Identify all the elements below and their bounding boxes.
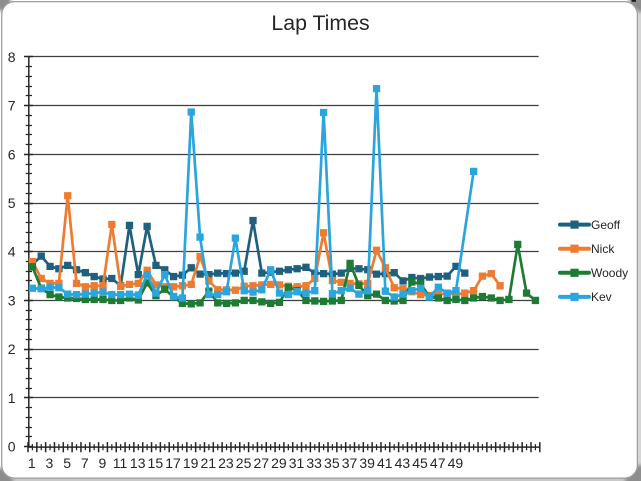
- svg-text:23: 23: [218, 455, 234, 471]
- svg-text:1: 1: [28, 455, 36, 471]
- svg-text:13: 13: [130, 455, 146, 471]
- svg-text:41: 41: [377, 455, 393, 471]
- svg-text:29: 29: [271, 455, 287, 471]
- svg-text:Woody: Woody: [591, 266, 628, 280]
- svg-text:35: 35: [324, 455, 340, 471]
- svg-text:43: 43: [395, 455, 411, 471]
- svg-text:19: 19: [183, 455, 199, 471]
- svg-text:39: 39: [359, 455, 375, 471]
- svg-text:5: 5: [63, 455, 71, 471]
- svg-text:15: 15: [148, 455, 164, 471]
- svg-text:8: 8: [8, 49, 16, 65]
- svg-text:Kev: Kev: [591, 290, 612, 304]
- svg-text:21: 21: [201, 455, 217, 471]
- svg-text:47: 47: [430, 455, 446, 471]
- svg-text:Geoff: Geoff: [591, 218, 621, 232]
- svg-text:7: 7: [81, 455, 89, 471]
- svg-text:33: 33: [306, 455, 322, 471]
- svg-text:11: 11: [113, 455, 128, 471]
- svg-text:27: 27: [253, 455, 269, 471]
- svg-text:9: 9: [99, 455, 107, 471]
- svg-text:Nick: Nick: [591, 242, 615, 256]
- svg-text:25: 25: [236, 455, 252, 471]
- svg-text:3: 3: [46, 455, 54, 471]
- svg-text:49: 49: [448, 455, 464, 471]
- svg-text:0: 0: [8, 439, 16, 455]
- svg-text:Lap Times: Lap Times: [271, 11, 369, 35]
- svg-text:6: 6: [8, 146, 16, 162]
- svg-text:3: 3: [8, 292, 16, 308]
- svg-text:4: 4: [8, 244, 16, 260]
- svg-text:5: 5: [8, 195, 16, 211]
- svg-text:1: 1: [8, 390, 16, 406]
- svg-text:45: 45: [412, 455, 428, 471]
- svg-text:31: 31: [289, 455, 305, 471]
- svg-text:17: 17: [165, 455, 181, 471]
- svg-text:2: 2: [8, 341, 16, 357]
- svg-text:7: 7: [8, 98, 16, 114]
- svg-text:37: 37: [342, 455, 358, 471]
